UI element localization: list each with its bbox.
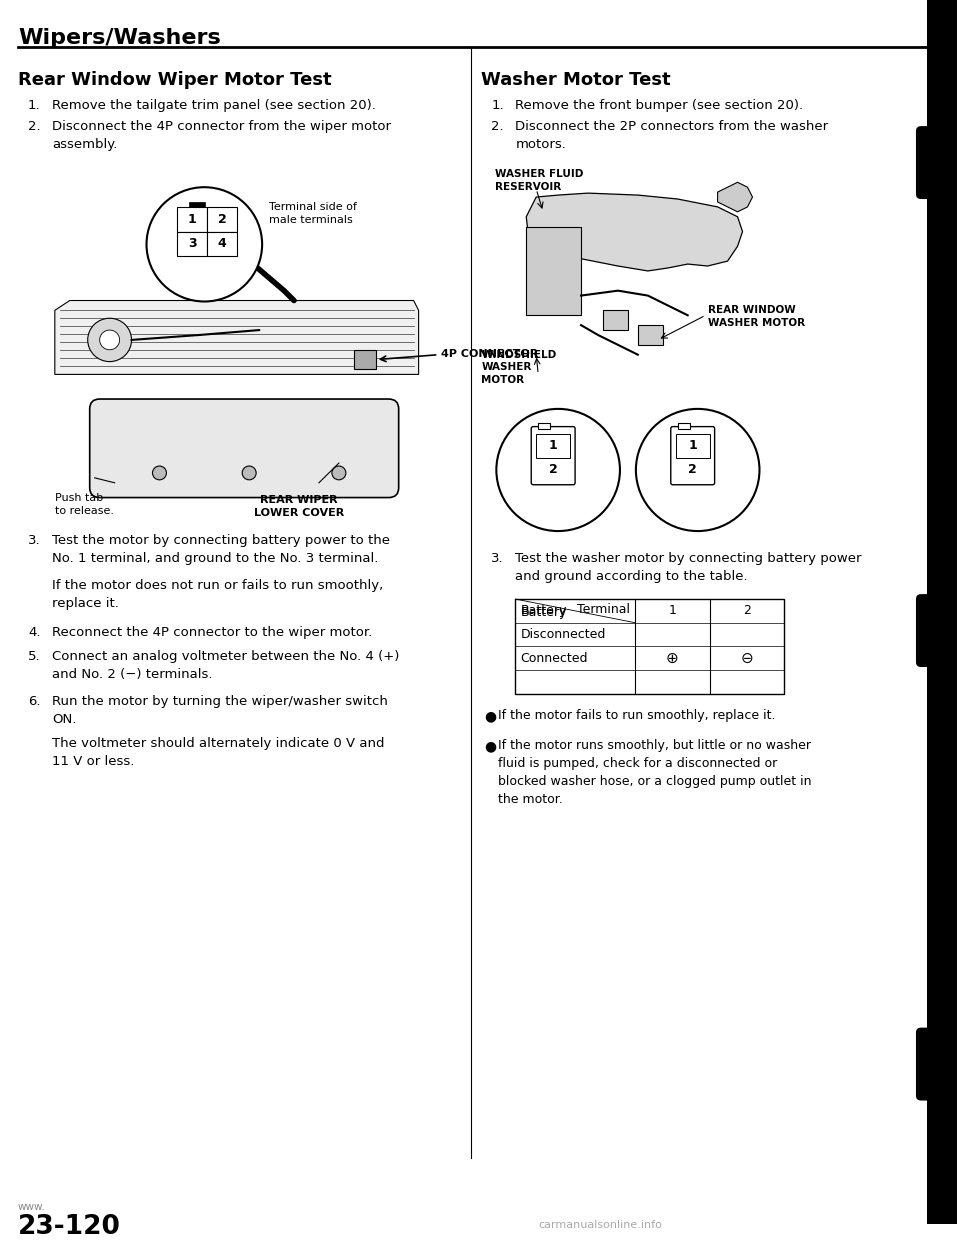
Text: 3.: 3. <box>492 551 504 565</box>
Bar <box>603 310 628 330</box>
Text: 3: 3 <box>188 237 197 251</box>
Text: ⊕: ⊕ <box>666 651 679 666</box>
Text: If the motor does not run or fails to run smoothly,
replace it.: If the motor does not run or fails to ru… <box>52 579 383 610</box>
Text: Battery: Battery <box>520 605 566 617</box>
Text: 1.: 1. <box>28 98 40 112</box>
Text: Terminal: Terminal <box>577 602 630 616</box>
Text: REAR WINDOW
WASHER MOTOR: REAR WINDOW WASHER MOTOR <box>708 306 804 328</box>
Text: 2: 2 <box>743 605 751 617</box>
Polygon shape <box>55 301 419 374</box>
FancyBboxPatch shape <box>916 1027 960 1100</box>
Bar <box>354 350 375 369</box>
Text: Rear Window Wiper Motor Test: Rear Window Wiper Motor Test <box>18 71 331 89</box>
Text: Run the motor by turning the wiper/washer switch
ON.: Run the motor by turning the wiper/washe… <box>52 694 388 725</box>
FancyBboxPatch shape <box>916 127 960 199</box>
Circle shape <box>87 318 132 361</box>
Text: 1: 1 <box>688 438 697 452</box>
Bar <box>526 226 581 315</box>
Text: Reconnect the 4P connector to the wiper motor.: Reconnect the 4P connector to the wiper … <box>52 626 372 638</box>
Text: www.: www. <box>18 1202 46 1212</box>
Text: 23-120: 23-120 <box>18 1213 121 1240</box>
Bar <box>207 231 237 256</box>
Bar <box>178 231 207 256</box>
Bar <box>189 202 205 207</box>
Text: Wipers/Washers: Wipers/Washers <box>18 27 221 47</box>
Text: ●: ● <box>485 709 496 723</box>
FancyBboxPatch shape <box>531 426 575 484</box>
Text: 6.: 6. <box>28 694 40 708</box>
Bar <box>207 207 237 231</box>
Text: 2: 2 <box>218 212 227 226</box>
Text: 5.: 5. <box>28 651 40 663</box>
Text: Terminal side of
male terminals: Terminal side of male terminals <box>269 202 357 225</box>
Text: If the motor fails to run smoothly, replace it.: If the motor fails to run smoothly, repl… <box>498 709 776 723</box>
Text: REAR WIPER
LOWER COVER: REAR WIPER LOWER COVER <box>253 494 344 518</box>
Text: 1.: 1. <box>492 98 504 112</box>
Text: If the motor runs smoothly, but little or no washer
fluid is pumped, check for a: If the motor runs smoothly, but little o… <box>498 739 812 806</box>
Text: 1: 1 <box>668 605 676 617</box>
Bar <box>516 599 784 693</box>
Text: Battery: Battery <box>520 606 566 619</box>
Circle shape <box>332 466 346 479</box>
Text: 2: 2 <box>688 463 697 477</box>
Text: 4P CONNECTOR: 4P CONNECTOR <box>441 349 538 359</box>
Text: Disconnect the 4P connector from the wiper motor
assembly.: Disconnect the 4P connector from the wip… <box>52 120 391 152</box>
Polygon shape <box>526 193 742 271</box>
Bar <box>539 422 550 428</box>
Text: carmanualsonline.info: carmanualsonline.info <box>539 1220 662 1230</box>
Text: Disconnect the 2P connectors from the washer
motors.: Disconnect the 2P connectors from the wa… <box>516 120 828 152</box>
Text: 2.: 2. <box>492 120 504 133</box>
Text: The voltmeter should alternately indicate 0 V and
11 V or less.: The voltmeter should alternately indicat… <box>52 737 384 768</box>
Bar <box>676 433 709 458</box>
Text: 4: 4 <box>218 237 227 251</box>
Text: WINDSHIELD
WASHER
MOTOR: WINDSHIELD WASHER MOTOR <box>481 350 557 385</box>
Text: Test the motor by connecting battery power to the
No. 1 terminal, and ground to : Test the motor by connecting battery pow… <box>52 534 390 565</box>
FancyBboxPatch shape <box>671 426 714 484</box>
Circle shape <box>153 466 166 479</box>
FancyBboxPatch shape <box>916 594 960 667</box>
Text: 2: 2 <box>549 463 558 477</box>
Text: Remove the tailgate trim panel (see section 20).: Remove the tailgate trim panel (see sect… <box>52 98 375 112</box>
Circle shape <box>242 466 256 479</box>
Circle shape <box>147 188 262 302</box>
Text: 1: 1 <box>549 438 558 452</box>
Text: Remove the front bumper (see section 20).: Remove the front bumper (see section 20)… <box>516 98 804 112</box>
Bar <box>537 433 570 458</box>
Text: 4.: 4. <box>28 626 40 638</box>
Text: WASHER FLUID
RESERVOIR: WASHER FLUID RESERVOIR <box>495 169 584 191</box>
Circle shape <box>100 330 120 350</box>
Text: 2.: 2. <box>28 120 40 133</box>
Bar <box>637 325 662 345</box>
Text: 3.: 3. <box>28 534 40 546</box>
Text: Push tab
to release.: Push tab to release. <box>55 493 114 515</box>
Text: Connect an analog voltmeter between the No. 4 (+)
and No. 2 (−) terminals.: Connect an analog voltmeter between the … <box>52 651 399 682</box>
Text: Connected: Connected <box>520 652 588 664</box>
Text: ⊖: ⊖ <box>741 651 754 666</box>
Text: Washer Motor Test: Washer Motor Test <box>481 71 671 89</box>
Bar <box>678 422 689 428</box>
FancyBboxPatch shape <box>89 399 398 498</box>
Bar <box>927 0 957 1223</box>
Circle shape <box>496 409 620 532</box>
Text: ●: ● <box>485 739 496 753</box>
Circle shape <box>636 409 759 532</box>
Bar <box>178 207 207 231</box>
Text: Test the washer motor by connecting battery power
and ground according to the ta: Test the washer motor by connecting batt… <box>516 551 862 582</box>
Polygon shape <box>718 183 753 212</box>
Text: 1: 1 <box>188 212 197 226</box>
Text: Disconnected: Disconnected <box>520 628 606 641</box>
